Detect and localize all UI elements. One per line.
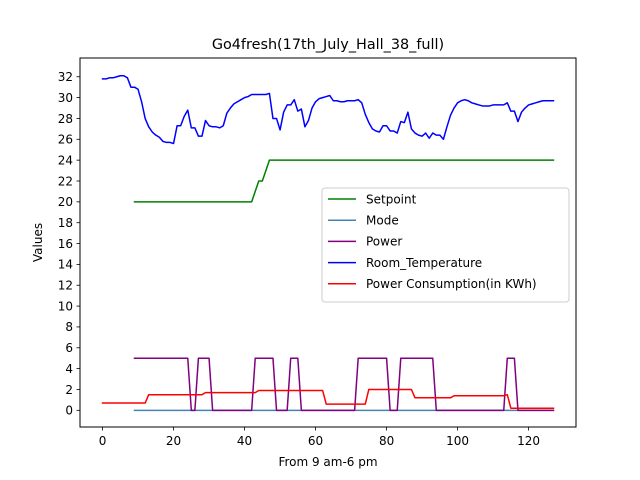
series-line-3 bbox=[101, 74, 555, 145]
x-tick-label: 40 bbox=[237, 434, 252, 448]
y-tick-label: 6 bbox=[65, 341, 73, 355]
series-line-4 bbox=[101, 388, 555, 409]
y-tick-label: 20 bbox=[58, 195, 73, 209]
series-line-2 bbox=[133, 357, 555, 412]
y-tick-label: 8 bbox=[65, 320, 73, 334]
y-tick-label: 16 bbox=[58, 237, 73, 251]
y-tick-label: 32 bbox=[58, 70, 73, 84]
y-tick-label: 22 bbox=[58, 174, 73, 188]
y-axis-label: Values bbox=[31, 223, 45, 262]
legend-entry-1: Mode bbox=[366, 214, 399, 228]
y-tick-label: 26 bbox=[58, 133, 73, 147]
x-tick-label: 80 bbox=[379, 434, 394, 448]
x-tick-label: 0 bbox=[99, 434, 107, 448]
x-tick-label: 20 bbox=[166, 434, 181, 448]
x-axis-ticks: 0 20 40 60 80 100 120 bbox=[99, 427, 540, 448]
y-tick-label: 18 bbox=[58, 216, 73, 230]
y-tick-label: 2 bbox=[65, 383, 73, 397]
legend-entry-4: Power Consumption(in KWh) bbox=[366, 277, 537, 291]
y-tick-label: 0 bbox=[65, 404, 73, 418]
y-tick-label: 30 bbox=[58, 91, 73, 105]
legend-entry-2: Power bbox=[366, 235, 402, 249]
legend-entry-0: Setpoint bbox=[366, 192, 417, 206]
y-tick-label: 28 bbox=[58, 112, 73, 126]
x-tick-label: 60 bbox=[308, 434, 323, 448]
legend-entry-3: Room_Temperature bbox=[366, 256, 482, 270]
y-tick-label: 24 bbox=[58, 153, 73, 167]
y-tick-label: 14 bbox=[58, 258, 73, 272]
x-tick-label: 100 bbox=[446, 434, 469, 448]
y-tick-label: 10 bbox=[58, 299, 73, 313]
series-line-0 bbox=[133, 159, 555, 203]
y-tick-label: 4 bbox=[65, 362, 73, 376]
x-tick-label: 120 bbox=[517, 434, 540, 448]
series-layer bbox=[101, 74, 555, 412]
chart-title: Go4fresh(17th_July_Hall_38_full) bbox=[212, 37, 444, 53]
x-axis-label: From 9 am-6 pm bbox=[278, 455, 377, 469]
legend: Setpoint Mode Power Room_Temperature Power C… bbox=[321, 187, 570, 303]
y-tick-label: 12 bbox=[58, 279, 73, 293]
legend-frame bbox=[321, 187, 570, 303]
plot-area-frame bbox=[79, 57, 577, 428]
